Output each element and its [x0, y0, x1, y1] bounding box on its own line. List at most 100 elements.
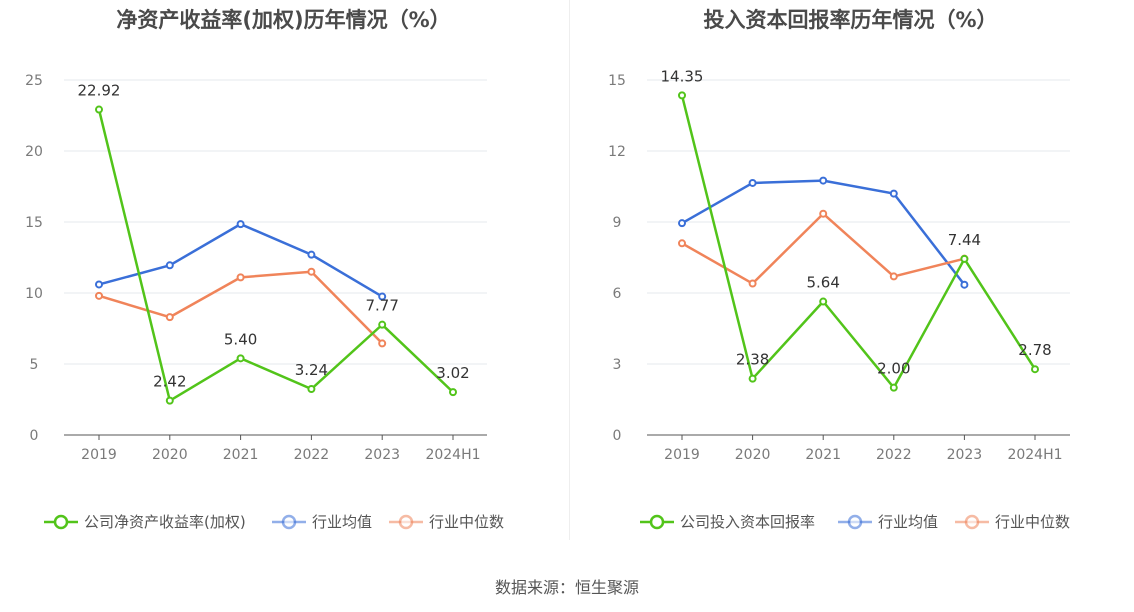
data-point[interactable] [819, 297, 828, 306]
legend-marker [281, 514, 297, 530]
data-point[interactable] [960, 280, 969, 289]
data-point[interactable] [889, 272, 898, 281]
x-tick-label: 2024H1 [1007, 447, 1062, 463]
data-point[interactable] [960, 254, 969, 263]
legend-marker [964, 514, 980, 530]
y-tick-label: 10 [25, 286, 43, 302]
data-point[interactable] [889, 383, 898, 392]
data-point[interactable] [378, 320, 387, 329]
legend: 公司净资产收益率(加权) 行业均值 行业中位数 [44, 513, 504, 531]
data-point[interactable] [819, 176, 828, 185]
x-tick-label: 2021 [805, 447, 841, 463]
legend-marker [398, 514, 414, 530]
data-point[interactable] [748, 374, 757, 383]
data-label: 22.92 [78, 82, 121, 100]
data-point[interactable] [165, 313, 174, 322]
legend-item[interactable]: 行业中位数 [955, 513, 1070, 531]
data-point[interactable] [236, 273, 245, 282]
data-point[interactable] [678, 239, 686, 248]
roic-chart-panel: 投入资本回报率历年情况（%） 0 3 6 9 12 15 2019 2020 2021 2022 2… [567, 0, 1134, 560]
x-tick-label: 2020 [152, 447, 188, 463]
data-label: 2.38 [736, 351, 769, 369]
legend-item[interactable]: 公司投入资本回报率 [640, 513, 815, 531]
legend-label: 行业均值 [312, 513, 372, 531]
chart-title: 投入资本回报率历年情况（%） [703, 8, 998, 32]
y-tick-label: 9 [613, 215, 622, 231]
legend-marker [649, 514, 665, 530]
data-point[interactable] [165, 261, 174, 270]
data-point[interactable] [95, 291, 103, 300]
legend-label: 公司投入资本回报率 [680, 513, 815, 531]
legend-marker [53, 514, 69, 530]
legend-label: 行业均值 [878, 513, 938, 531]
data-point[interactable] [95, 280, 103, 289]
data-label: 5.64 [806, 274, 839, 292]
x-tick-label: 2019 [81, 447, 117, 463]
y-tick-label: 5 [30, 357, 39, 373]
legend-item[interactable]: 行业中位数 [389, 513, 504, 531]
data-point[interactable] [1031, 365, 1039, 374]
series-1 [678, 176, 969, 289]
x-tick-label: 2022 [876, 447, 912, 463]
y-tick-label: 20 [25, 144, 43, 160]
y-tick-label: 6 [613, 286, 622, 302]
x-tick-label: 2020 [735, 447, 771, 463]
x-tick-label: 2024H1 [425, 447, 480, 463]
data-point[interactable] [165, 396, 174, 405]
legend-item[interactable]: 公司净资产收益率(加权) [44, 513, 246, 531]
data-point[interactable] [307, 384, 316, 393]
series-line [97, 109, 454, 402]
data-point[interactable] [378, 292, 387, 301]
data-label: 14.35 [661, 67, 704, 85]
y-gridlines [647, 79, 1070, 365]
data-point[interactable] [236, 354, 245, 363]
roic-line-chart: 0 3 6 9 12 15 2019 2020 2021 2022 2023 2024H1 14.35 2… [608, 67, 1070, 531]
y-tick-label: 3 [613, 357, 622, 373]
y-gridlines [64, 79, 487, 365]
y-tick-label: 15 [608, 73, 626, 89]
data-point[interactable] [449, 388, 457, 397]
legend-label: 行业中位数 [995, 513, 1070, 531]
series-1 [95, 220, 387, 301]
data-point[interactable] [819, 209, 828, 218]
data-point[interactable] [889, 189, 898, 198]
panel-divider [569, 0, 570, 540]
data-label: 2.78 [1018, 341, 1051, 359]
data-point[interactable] [678, 219, 686, 228]
legend-marker [847, 514, 863, 530]
roe-chart-panel: 净资产收益率(加权)历年情况（%） 0 5 10 15 20 25 2019 2020 2021… [0, 0, 567, 560]
y-tick-label: 0 [613, 428, 622, 444]
x-tick-label: 2022 [294, 447, 330, 463]
data-point[interactable] [678, 91, 686, 100]
data-point[interactable] [95, 105, 103, 114]
y-tick-label: 15 [25, 215, 43, 231]
x-tick-label: 2021 [223, 447, 259, 463]
data-label: 2.42 [153, 373, 186, 391]
data-label: 5.40 [224, 330, 257, 348]
data-point[interactable] [236, 220, 245, 229]
data-label: 2.00 [877, 360, 910, 378]
data-point[interactable] [748, 178, 757, 187]
data-label: 7.44 [948, 231, 981, 249]
legend-item[interactable]: 行业均值 [838, 513, 938, 531]
data-label: 3.02 [436, 364, 469, 382]
legend-label: 行业中位数 [429, 513, 504, 531]
data-label: 3.24 [295, 361, 328, 379]
series-0: 22.92 2.42 5.40 3.24 7.77 3.02 [78, 82, 470, 405]
data-point[interactable] [307, 250, 316, 259]
legend-item[interactable]: 行业均值 [272, 513, 372, 531]
x-tick-label: 2023 [364, 447, 400, 463]
y-tick-label: 25 [25, 73, 43, 89]
x-tick-label: 2023 [947, 447, 983, 463]
y-tick-label: 12 [608, 144, 626, 160]
data-point[interactable] [378, 339, 387, 348]
legend: 公司投入资本回报率 行业均值 行业中位数 [640, 513, 1070, 531]
series-0: 14.35 2.38 5.64 2.00 7.44 2.78 [661, 67, 1052, 392]
data-point[interactable] [748, 279, 757, 288]
data-point[interactable] [307, 267, 316, 276]
roe-line-chart: 0 5 10 15 20 25 2019 2020 2021 2022 2023 2024H1 22.9… [25, 73, 504, 531]
series-2 [95, 267, 387, 348]
data-source-note: 数据来源：恒生聚源 [494, 578, 639, 597]
x-tick-label: 2019 [664, 447, 700, 463]
data-label: 7.77 [365, 297, 398, 315]
